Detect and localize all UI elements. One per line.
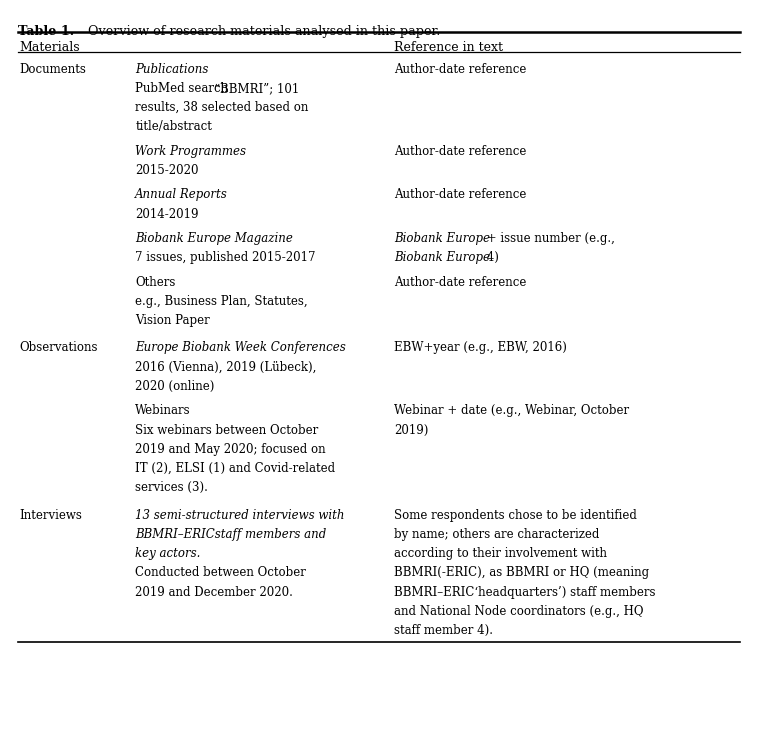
Text: Materials: Materials — [19, 41, 80, 54]
Text: Publications: Publications — [136, 63, 208, 76]
Text: + issue number (e.g.,: + issue number (e.g., — [483, 232, 615, 245]
Text: “BBMRI”; 101: “BBMRI”; 101 — [214, 82, 299, 95]
Text: Vision Paper: Vision Paper — [136, 314, 210, 327]
Text: 2020 (online): 2020 (online) — [136, 380, 215, 393]
Text: Table 1.: Table 1. — [17, 25, 74, 38]
Text: 2016 (Vienna), 2019 (Lübeck),: 2016 (Vienna), 2019 (Lübeck), — [136, 361, 317, 374]
Text: 2019 and May 2020; focused on: 2019 and May 2020; focused on — [136, 443, 326, 456]
Text: Biobank Europe: Biobank Europe — [394, 232, 490, 245]
Text: Webinars: Webinars — [136, 405, 191, 417]
Text: Author-date reference: Author-date reference — [394, 188, 526, 201]
Text: Reference in text: Reference in text — [394, 41, 503, 54]
Text: Observations: Observations — [19, 341, 98, 355]
Text: services (3).: services (3). — [136, 481, 208, 494]
Text: 2014-2019: 2014-2019 — [136, 208, 199, 221]
Text: Interviews: Interviews — [19, 509, 82, 521]
Text: according to their involvement with: according to their involvement with — [394, 547, 607, 560]
Text: 13 semi-structured interviews with: 13 semi-structured interviews with — [136, 509, 345, 521]
Text: BBMRI–ERICstaff members and: BBMRI–ERICstaff members and — [136, 528, 327, 541]
Text: 2019 and December 2020.: 2019 and December 2020. — [136, 586, 293, 598]
Text: Overview of research materials analysed in this paper.: Overview of research materials analysed … — [80, 25, 440, 38]
Text: results, 38 selected based on: results, 38 selected based on — [136, 101, 309, 114]
Text: by name; others are characterized: by name; others are characterized — [394, 528, 600, 541]
Text: BBMRI–ERIC‘headquarters’) staff members: BBMRI–ERIC‘headquarters’) staff members — [394, 586, 656, 598]
Text: IT (2), ELSI (1) and Covid-related: IT (2), ELSI (1) and Covid-related — [136, 462, 336, 475]
Text: 4): 4) — [483, 251, 499, 264]
Text: Others: Others — [136, 275, 176, 289]
Text: BBMRI(-ERIC), as BBMRI or HQ (meaning: BBMRI(-ERIC), as BBMRI or HQ (meaning — [394, 566, 649, 579]
Text: 2019): 2019) — [394, 423, 428, 437]
Text: Europe Biobank Week Conferences: Europe Biobank Week Conferences — [136, 341, 346, 355]
Text: 7 issues, published 2015-2017: 7 issues, published 2015-2017 — [136, 251, 316, 264]
Text: Author-date reference: Author-date reference — [394, 63, 526, 76]
Text: Author-date reference: Author-date reference — [394, 144, 526, 158]
Text: Some respondents chose to be identified: Some respondents chose to be identified — [394, 509, 637, 521]
Text: title/abstract: title/abstract — [136, 120, 212, 133]
Text: Annual Reports: Annual Reports — [136, 188, 228, 201]
Text: 2015-2020: 2015-2020 — [136, 164, 199, 177]
Text: e.g., Business Plan, Statutes,: e.g., Business Plan, Statutes, — [136, 295, 308, 308]
Text: staff member 4).: staff member 4). — [394, 624, 493, 637]
Text: PubMed search: PubMed search — [136, 82, 232, 95]
Text: Six webinars between October: Six webinars between October — [136, 423, 318, 437]
Text: Biobank Europe: Biobank Europe — [394, 251, 490, 264]
Text: Webinar + date (e.g., Webinar, October: Webinar + date (e.g., Webinar, October — [394, 405, 629, 417]
Text: Work Programmes: Work Programmes — [136, 144, 246, 158]
Text: Documents: Documents — [19, 63, 86, 76]
Text: Author-date reference: Author-date reference — [394, 275, 526, 289]
Text: Conducted between October: Conducted between October — [136, 566, 306, 579]
Text: key actors.: key actors. — [136, 547, 201, 560]
Text: and National Node coordinators (e.g., HQ: and National Node coordinators (e.g., HQ — [394, 605, 644, 618]
Text: Biobank Europe Magazine: Biobank Europe Magazine — [136, 232, 293, 245]
Text: EBW+year (e.g., EBW, 2016): EBW+year (e.g., EBW, 2016) — [394, 341, 567, 355]
